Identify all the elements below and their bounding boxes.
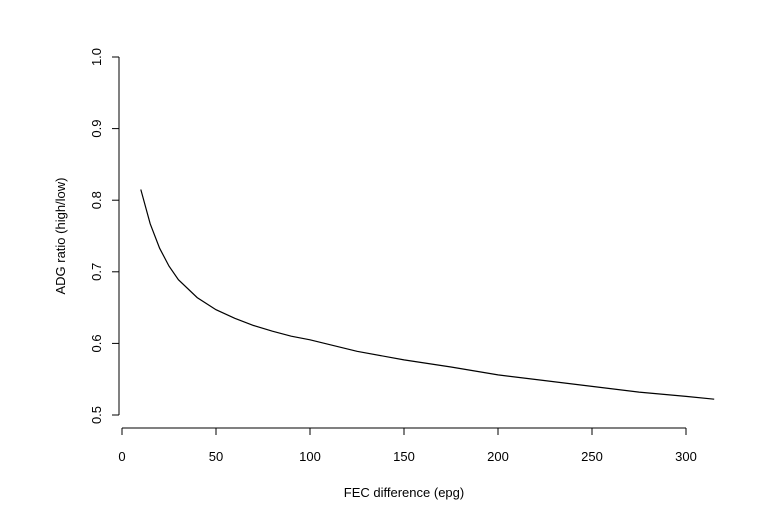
series-line xyxy=(140,189,715,400)
y-tick-label: 0.7 xyxy=(89,263,104,281)
y-tick-label: 0.6 xyxy=(89,334,104,352)
axes xyxy=(118,57,686,429)
x-tick-label: 300 xyxy=(675,449,697,464)
x-axis-title: FEC difference (epg) xyxy=(344,485,464,500)
x-tick-label: 200 xyxy=(487,449,509,464)
x-tick-label: 50 xyxy=(209,449,223,464)
y-tick-label: 0.9 xyxy=(89,120,104,138)
y-tick-label: 0.5 xyxy=(89,406,104,424)
series-layer xyxy=(140,189,715,400)
x-tick-label: 0 xyxy=(118,449,125,464)
x-tick-label: 150 xyxy=(393,449,415,464)
y-tick-label: 1.0 xyxy=(89,48,104,66)
y-axis-title: ADG ratio (high/low) xyxy=(53,177,68,294)
x-tick-label: 100 xyxy=(299,449,321,464)
x-tick-label: 250 xyxy=(581,449,603,464)
y-ticks: 0.5 0.6 0.7 0.8 0.9 1.0 xyxy=(89,48,119,424)
y-tick-label: 0.8 xyxy=(89,191,104,209)
x-ticks: 0 50 100 150 200 250 300 xyxy=(118,428,697,464)
